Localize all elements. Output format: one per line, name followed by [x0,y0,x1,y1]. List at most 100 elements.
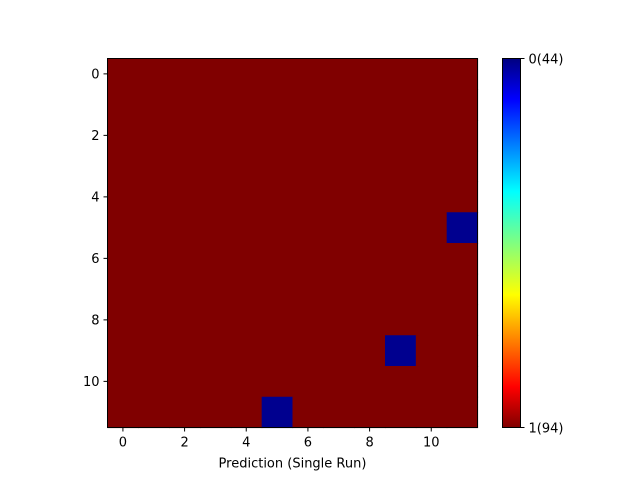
heatmap-cell-r9-c0 [107,335,139,367]
heatmap-cell-r9-c6 [292,335,324,367]
heatmap-cell-r6-c7 [323,243,355,275]
colorbar-bottom-label: 1(94) [529,422,564,437]
heatmap-cell-r9-c1 [138,335,170,367]
x-tick-label: 6 [304,436,312,451]
heatmap-cell-r0-c11 [446,58,479,90]
heatmap-cell-r10-c1 [138,366,170,398]
heatmap-cell-r9-c3 [200,335,232,367]
heatmap-cell-r2-c10 [415,120,448,152]
heatmap-cell-r6-c8 [354,243,386,275]
heatmap-cell-r11-c0 [107,396,139,429]
heatmap-cell-r11-c4 [230,396,263,429]
heatmap-cell-r10-c10 [415,366,448,398]
heatmap-cell-r1-c11 [446,89,479,121]
heatmap-cell-r11-c11 [446,396,479,429]
heatmap-cell-r4-c7 [323,181,355,213]
heatmap-cell-r3-c11 [446,150,479,183]
heatmap-cell-r1-c5 [261,89,294,121]
heatmap-cell-r2-c8 [354,120,386,152]
heatmap-cell-r6-c3 [200,243,232,275]
heatmap-cell-r2-c3 [200,120,232,152]
heatmap-cell-r7-c6 [292,273,324,306]
heatmap-cell-r1-c1 [138,89,170,121]
heatmap-cell-r3-c3 [200,150,232,183]
heatmap-cell-r2-c9 [385,120,417,152]
heatmap-cell-r8-c4 [230,304,263,336]
heatmap-cell-r0-c3 [200,58,232,90]
heatmap-cell-r9-c10 [415,335,448,367]
y-tick-label: 2 [91,129,99,144]
heatmap-cell-r10-c11 [446,366,479,398]
heatmap-cell-r1-c2 [169,89,201,121]
heatmap-cell-r9-c9 [385,335,417,367]
y-tick-label: 8 [91,313,99,328]
heatmap-cell-r11-c1 [138,396,170,429]
heatmap-cell-r11-c8 [354,396,386,429]
heatmap-cell-r0-c5 [261,58,294,90]
heatmap-cell-r7-c11 [446,273,479,306]
heatmap-cell-r10-c6 [292,366,324,398]
heatmap-cell-r6-c4 [230,243,263,275]
heatmap-cell-r9-c7 [323,335,355,367]
x-axis-label: Prediction (Single Run) [219,457,367,472]
heatmap-cell-r5-c10 [415,212,448,244]
y-tick-label: 0 [91,67,99,82]
heatmap-cell-r5-c9 [385,212,417,244]
plot-frame [107,58,478,428]
heatmap-cell-r2-c2 [169,120,201,152]
heatmap-cell-r1-c0 [107,89,139,121]
y-axis: 0 2 4 6 8 10 [83,67,108,390]
heatmap-cell-r8-c3 [200,304,232,336]
heatmap-cell-r6-c9 [385,243,417,275]
heatmap-cell-r0-c4 [230,58,263,90]
heatmap-cell-r1-c3 [200,89,232,121]
heatmap-cell-r11-c6 [292,396,324,429]
heatmap-cell-r2-c0 [107,120,139,152]
heatmap-cell-r0-c2 [169,58,201,90]
heatmap-cell-r8-c10 [415,304,448,336]
x-tick-label: 4 [242,436,250,451]
heatmap-cell-r0-c10 [415,58,448,90]
heatmap-cell-r0-c1 [138,58,170,90]
heatmap-cell-r6-c2 [169,243,201,275]
heatmap-cell-r2-c5 [261,120,294,152]
heatmap-cell-r5-c8 [354,212,386,244]
x-axis: 0 2 4 6 8 10 [119,427,440,451]
heatmap-cell-r3-c2 [169,150,201,183]
heatmap-cell-r3-c8 [354,150,386,183]
heatmap-cell-r3-c9 [385,150,417,183]
heatmap-cell-r2-c11 [446,120,479,152]
heatmap-cell-r3-c6 [292,150,324,183]
heatmap-cell-r7-c8 [354,273,386,306]
heatmap-cell-r3-c1 [138,150,170,183]
heatmap-cell-r0-c8 [354,58,386,90]
heatmap-cell-r0-c9 [385,58,417,90]
heatmap-cell-r7-c4 [230,273,263,306]
heatmap-cell-r7-c0 [107,273,139,306]
heatmap-cell-r0-c7 [323,58,355,90]
y-tick-label: 4 [91,190,99,205]
heatmap-cell-r3-c4 [230,150,263,183]
heatmap-cell-r9-c11 [446,335,479,367]
heatmap-cell-r6-c6 [292,243,324,275]
heatmap-cell-r4-c11 [446,181,479,213]
heatmap-cell-r4-c8 [354,181,386,213]
heatmap-cell-r8-c5 [261,304,294,336]
colorbar [502,58,521,428]
heatmap-cell-r9-c4 [230,335,263,367]
heatmap-cell-r0-c6 [292,58,324,90]
colorbar-ticks [520,58,525,428]
heatmap-cell-r8-c0 [107,304,139,336]
y-tick-label: 6 [91,252,99,267]
heatmap-cell-r3-c10 [415,150,448,183]
heatmap-cell-r10-c3 [200,366,232,398]
heatmap-cell-r9-c5 [261,335,294,367]
heatmap-cell-r11-c10 [415,396,448,429]
heatmap-cell-r4-c6 [292,181,324,213]
heatmap-cell-r7-c1 [138,273,170,306]
x-tick-label: 10 [423,436,440,451]
heatmap-cell-r5-c2 [169,212,201,244]
heatmap-cell-r4-c0 [107,181,139,213]
heatmap-cell-r11-c3 [200,396,232,429]
